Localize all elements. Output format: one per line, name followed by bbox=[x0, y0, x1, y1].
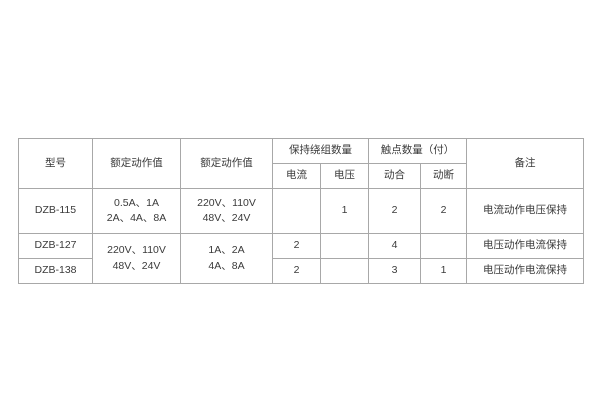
cell-model: DZB-115 bbox=[18, 188, 93, 234]
header-contact-nc: 动断 bbox=[420, 163, 467, 189]
cell-rated-value-1-line1: 220V、110V bbox=[107, 244, 166, 257]
cell-holding-current bbox=[272, 188, 321, 234]
cell-rated-value-2-line1: 1A、2A bbox=[208, 244, 245, 257]
header-model: 型号 bbox=[18, 138, 93, 189]
cell-rated-value-2: 1A、2A 4A、8A bbox=[180, 233, 273, 284]
table-header-row-bottom: 电流 电压 动合 动断 bbox=[19, 163, 584, 189]
cell-rated-value-2-line2: 48V、24V bbox=[202, 212, 251, 224]
cell-rated-value-1-line1: 0.5A、1A bbox=[114, 196, 159, 209]
table-row: DZB-115 0.5A、1A 2A、4A、8A 220V、110V 48V、2… bbox=[18, 188, 584, 234]
table-row: DZB-127 220V、110V 48V、24V 1A、2A 4A、8A 2 … bbox=[18, 233, 584, 284]
cell-holding-voltage: 1 bbox=[320, 188, 369, 234]
cell-contact-nc: 1 bbox=[420, 258, 467, 284]
cell-rated-value-2-line2: 4A、8A bbox=[208, 259, 245, 272]
cell-contact-no: 3 bbox=[368, 258, 421, 284]
cell-rated-value-2-line1: 220V、110V bbox=[197, 196, 256, 209]
header-rated-value-2: 额定动作值 bbox=[180, 138, 273, 189]
cell-contact-no: 2 bbox=[368, 188, 421, 234]
cell-model: DZB-138 bbox=[18, 258, 93, 284]
cell-rated-value-1-line2: 2A、4A、8A bbox=[106, 212, 167, 224]
cell-rated-value-1-line2: 48V、24V bbox=[112, 259, 161, 272]
cell-rated-value-2: 220V、110V 48V、24V bbox=[180, 188, 273, 234]
header-rated-value-1: 额定动作值 bbox=[92, 138, 181, 189]
cell-holding-voltage bbox=[320, 233, 369, 259]
cell-holding-current: 2 bbox=[272, 258, 321, 284]
cell-rated-value-1: 220V、110V 48V、24V bbox=[92, 233, 181, 284]
cell-contact-nc: 2 bbox=[420, 188, 467, 234]
header-holding-current: 电流 bbox=[272, 163, 321, 189]
specification-table-container: 型号 额定动作值 额定动作值 保持绕组数量 触点数量（付） 备注 电流 电压 动… bbox=[18, 138, 584, 284]
relay-specification-table: 型号 额定动作值 额定动作值 保持绕组数量 触点数量（付） 备注 电流 电压 动… bbox=[18, 138, 584, 284]
table-row: DZB-138 2 3 1 电压动作电流保持 bbox=[18, 258, 584, 284]
header-contact-no: 动合 bbox=[368, 163, 421, 189]
cell-holding-voltage bbox=[320, 258, 369, 284]
cell-remark: 电压动作电流保持 bbox=[466, 258, 584, 284]
cell-remark: 电压动作电流保持 bbox=[466, 233, 584, 259]
cell-remark: 电流动作电压保持 bbox=[466, 188, 584, 234]
header-holding-voltage: 电压 bbox=[320, 163, 369, 189]
header-contact-count: 触点数量（付） bbox=[368, 138, 467, 164]
cell-contact-nc bbox=[420, 233, 467, 259]
header-holding-winding-count: 保持绕组数量 bbox=[272, 138, 369, 164]
cell-model: DZB-127 bbox=[18, 233, 93, 259]
header-remark: 备注 bbox=[466, 138, 584, 189]
table-header-row-top: 型号 额定动作值 额定动作值 保持绕组数量 触点数量（付） 备注 bbox=[18, 138, 584, 189]
cell-holding-current: 2 bbox=[272, 233, 321, 259]
cell-rated-value-1: 0.5A、1A 2A、4A、8A bbox=[92, 188, 181, 234]
cell-contact-no: 4 bbox=[368, 233, 421, 259]
